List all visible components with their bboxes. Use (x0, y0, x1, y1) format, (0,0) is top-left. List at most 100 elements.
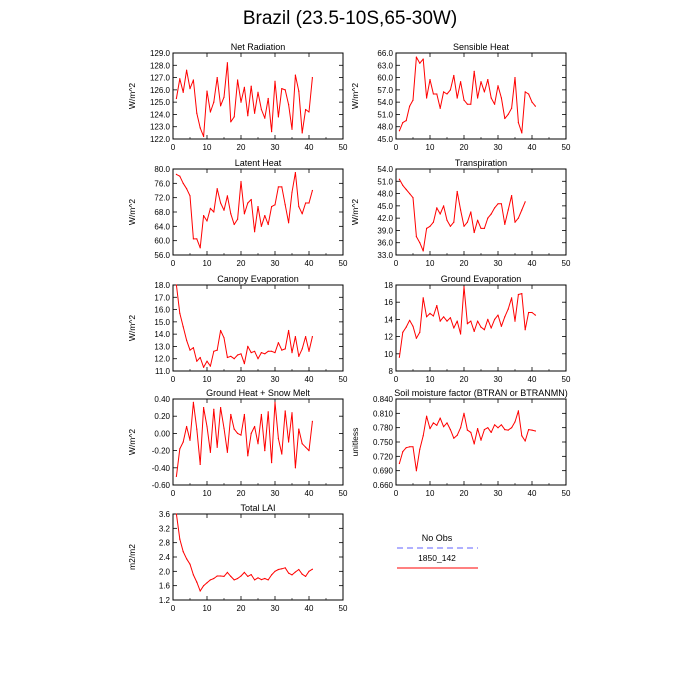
x-tick-label: 30 (271, 143, 280, 152)
data-point (449, 225, 451, 227)
y-tick-label: 42.0 (377, 214, 393, 223)
data-point (534, 314, 537, 316)
x-tick-label: 30 (271, 489, 280, 498)
data-point (473, 231, 475, 234)
data-point (446, 93, 448, 95)
data-point (443, 426, 445, 428)
y-tick-label: -0.20 (152, 447, 171, 456)
data-point (260, 579, 262, 581)
data-point (271, 206, 273, 208)
x-tick-label: 30 (271, 259, 280, 268)
data-point (517, 293, 520, 296)
data-point (514, 320, 516, 322)
data-point (470, 431, 472, 433)
data-point (524, 329, 526, 331)
data-point (274, 352, 276, 354)
data-point (247, 345, 249, 347)
data-point (199, 127, 201, 129)
x-tick-label: 10 (426, 489, 435, 498)
y-tick-label: 0.720 (373, 452, 394, 461)
x-tick-label: 40 (305, 375, 314, 384)
data-point (220, 105, 222, 107)
data-point (436, 305, 438, 307)
data-point (230, 121, 232, 123)
data-point (223, 427, 225, 429)
data-point (182, 326, 184, 328)
data-point (500, 424, 502, 426)
data-point (456, 190, 458, 193)
data-point (179, 175, 181, 177)
data-point (409, 193, 411, 195)
data-point (466, 103, 468, 105)
data-point (267, 411, 269, 413)
data-point (446, 320, 448, 322)
data-point (405, 188, 407, 191)
x-tick-label: 40 (528, 375, 537, 384)
data-point (220, 329, 222, 332)
data-point (264, 577, 266, 580)
data-point (281, 88, 283, 90)
y-tick-label: 3.6 (159, 510, 171, 519)
data-point (186, 558, 188, 560)
y-tick-label: 0.780 (373, 424, 394, 433)
y-axis-label: W/m^2 (350, 83, 360, 109)
data-point (189, 195, 191, 197)
data-point (419, 331, 421, 333)
data-point (254, 231, 256, 233)
data-point (311, 336, 313, 338)
x-tick-label: 10 (203, 259, 212, 268)
data-point (209, 365, 211, 367)
data-point (443, 205, 445, 207)
x-tick-label: 10 (203, 143, 212, 152)
data-point (500, 203, 502, 205)
data-point (247, 455, 249, 457)
data-point (446, 219, 448, 221)
y-tick-label: 127.0 (150, 74, 171, 83)
data-point (439, 213, 441, 215)
data-point (305, 108, 307, 111)
data-point (274, 401, 276, 403)
y-tick-label: 0.00 (154, 429, 170, 438)
data-point (524, 201, 526, 203)
data-point (514, 221, 516, 223)
data-point (487, 318, 489, 320)
y-tick-label: 16 (384, 298, 393, 307)
data-point (507, 113, 509, 115)
y-tick-label: 54.0 (377, 98, 393, 107)
data-point (504, 223, 506, 225)
data-point (213, 211, 215, 213)
y-tick-label: -0.60 (152, 481, 171, 490)
data-point (432, 93, 434, 95)
x-tick-label: 10 (426, 375, 435, 384)
y-tick-label: 64.0 (154, 222, 170, 231)
y-tick-label: 0.840 (373, 395, 394, 404)
y-tick-label: 14 (384, 315, 393, 324)
data-point (277, 438, 279, 440)
data-point (254, 579, 256, 581)
data-point (415, 236, 417, 238)
data-point (473, 443, 475, 445)
y-tick-label: 0.750 (373, 438, 394, 447)
data-point (267, 97, 269, 100)
x-tick-label: 20 (237, 143, 246, 152)
data-point (254, 350, 256, 352)
data-point (220, 407, 222, 409)
data-point (226, 195, 228, 197)
legend: No Obs 1850_142 (397, 533, 478, 569)
data-point (439, 417, 441, 419)
data-point (291, 412, 293, 414)
data-point (257, 206, 259, 208)
data-point (470, 103, 472, 105)
data-point (264, 215, 266, 217)
data-point (237, 432, 239, 434)
series-line (175, 284, 313, 368)
data-point (453, 221, 455, 223)
data-point (206, 582, 208, 584)
y-tick-label: 39.0 (377, 226, 393, 235)
data-point (257, 91, 259, 93)
data-point (460, 209, 462, 211)
plot-frame (395, 168, 567, 256)
data-point (223, 575, 225, 578)
y-axis-label: W/m^2 (127, 315, 137, 341)
panel-title: Canopy Evaporation (217, 274, 299, 284)
